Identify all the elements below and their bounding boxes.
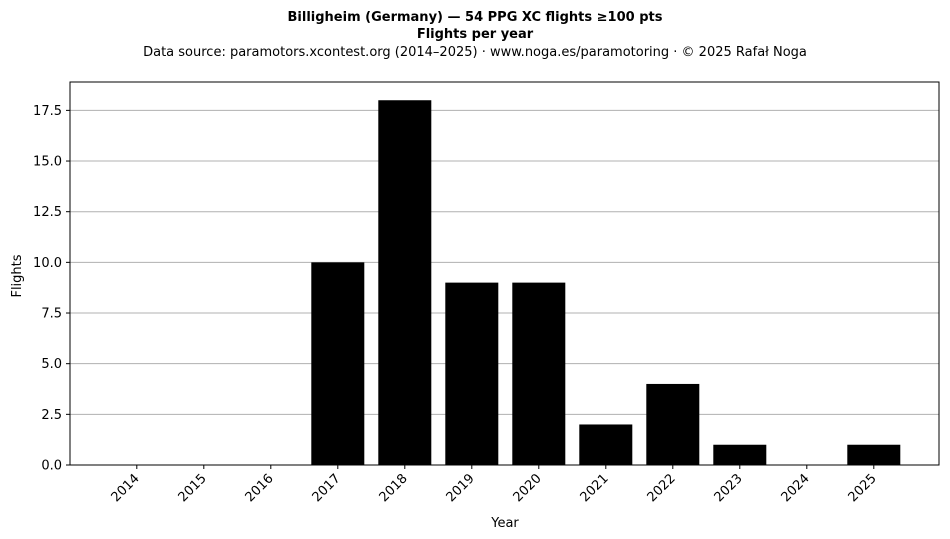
bar-2025 [847,444,901,465]
grid-lines [70,109,939,466]
y-tick-label: 2.5 [41,408,62,423]
x-tick-label-2025: 2025 [846,471,880,505]
x-tick-label-2024: 2024 [779,471,813,505]
chart-subtitle: Flights per year [417,27,534,42]
y-tick-label: 5.0 [41,357,62,372]
bar-2023 [713,444,767,465]
y-tick-label: 12.5 [33,205,62,220]
x-tick-label-2017: 2017 [310,471,344,505]
y-tick-label: 7.5 [41,307,62,322]
bar-2021 [579,424,633,465]
bar-2022 [646,383,700,465]
x-tick-label-2014: 2014 [109,471,143,505]
chart-title: Billigheim (Germany) — 54 PPG XC flights… [288,10,663,25]
x-axis: 2014 2015 2016 2017 2018 2019 2020 2021 2022 2023… [109,465,880,505]
bar-2017 [311,262,365,465]
x-tick-label-2022: 2022 [645,471,679,505]
x-tick-label-2018: 2018 [377,471,411,505]
x-tick-label-2019: 2019 [444,471,478,505]
x-tick-label-2021: 2021 [578,471,612,505]
bar-2019 [445,282,499,465]
y-axis-label: Flights [10,254,25,297]
bar-2020 [512,282,566,465]
x-axis-label: Year [490,516,519,531]
x-tick-label-2015: 2015 [176,471,210,505]
chart-source: Data source: paramotors.xcontest.org (20… [143,45,807,60]
bar-2018 [378,100,432,465]
bars [311,100,901,465]
x-tick-label-2023: 2023 [712,471,746,505]
y-tick-label: 10.0 [33,256,62,271]
plot-frame [69,81,940,466]
y-tick-label: 0.0 [41,459,62,474]
x-tick-label-2016: 2016 [243,471,277,505]
y-tick-label: 15.0 [33,155,62,170]
x-tick-label-2020: 2020 [511,471,545,505]
y-axis: 0.0 2.5 5.0 7.5 10.0 12.5 15.0 17.5 [33,104,70,474]
y-tick-label: 17.5 [33,104,62,119]
